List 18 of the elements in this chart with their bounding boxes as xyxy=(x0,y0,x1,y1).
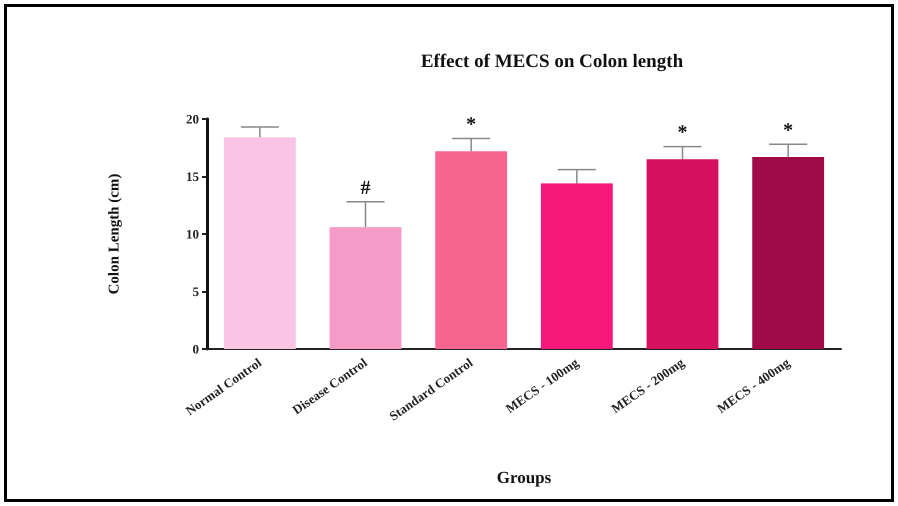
y-tick-label: 0 xyxy=(192,342,199,356)
y-tick-label: 5 xyxy=(192,284,200,299)
chart-title: Effect of MECS on Colon length xyxy=(420,51,684,72)
bar xyxy=(435,151,508,349)
y-tick-label: 15 xyxy=(186,169,200,184)
bar xyxy=(752,156,824,349)
bar xyxy=(224,137,296,349)
y-tick-label: 10 xyxy=(186,226,199,242)
y-tick-label: 20 xyxy=(186,112,199,126)
annotation: * xyxy=(783,119,794,142)
bar xyxy=(646,159,718,349)
bar xyxy=(330,227,402,349)
annotation: * xyxy=(466,114,476,136)
annotation: * xyxy=(678,122,688,144)
y-axis-title: Colon Length (cm) xyxy=(106,174,122,294)
annotation: # xyxy=(360,176,370,199)
bar xyxy=(540,183,613,349)
x-axis-title: Groups xyxy=(496,468,552,487)
